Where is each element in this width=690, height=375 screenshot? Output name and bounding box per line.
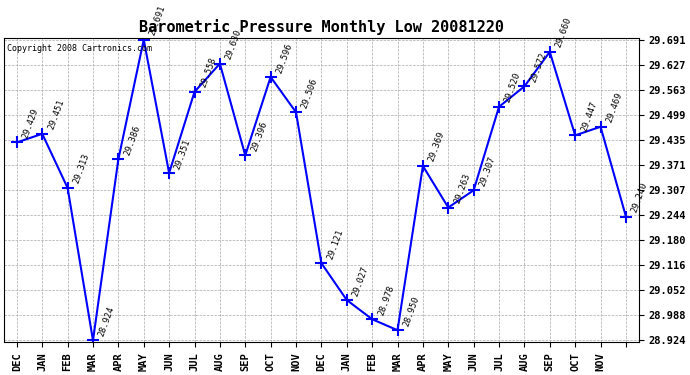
Text: 29.351: 29.351: [173, 138, 193, 170]
Text: 28.924: 28.924: [97, 305, 117, 338]
Text: 29.429: 29.429: [21, 107, 40, 140]
Text: 29.691: 29.691: [148, 4, 167, 37]
Text: 29.506: 29.506: [300, 77, 319, 110]
Text: 29.469: 29.469: [604, 91, 624, 124]
Text: 29.240: 29.240: [630, 181, 649, 214]
Text: 29.572: 29.572: [529, 51, 548, 84]
Text: 29.447: 29.447: [580, 100, 598, 133]
Text: 29.396: 29.396: [249, 120, 268, 153]
Text: 29.451: 29.451: [46, 98, 66, 131]
Text: 29.630: 29.630: [224, 28, 244, 61]
Text: 29.121: 29.121: [326, 228, 345, 260]
Text: 29.027: 29.027: [351, 265, 370, 297]
Text: 29.263: 29.263: [453, 172, 472, 205]
Title: Barometric Pressure Monthly Low 20081220: Barometric Pressure Monthly Low 20081220: [139, 19, 504, 35]
Text: 29.558: 29.558: [199, 56, 218, 89]
Text: 29.596: 29.596: [275, 42, 294, 74]
Text: 29.386: 29.386: [123, 124, 141, 156]
Text: 29.660: 29.660: [554, 16, 573, 49]
Text: 29.520: 29.520: [503, 71, 522, 104]
Text: Copyright 2008 Cartronics.com: Copyright 2008 Cartronics.com: [8, 44, 152, 53]
Text: 29.369: 29.369: [427, 130, 446, 163]
Text: 28.978: 28.978: [376, 284, 395, 316]
Text: 28.950: 28.950: [402, 295, 421, 327]
Text: 29.313: 29.313: [72, 153, 91, 185]
Text: 29.307: 29.307: [477, 155, 497, 188]
